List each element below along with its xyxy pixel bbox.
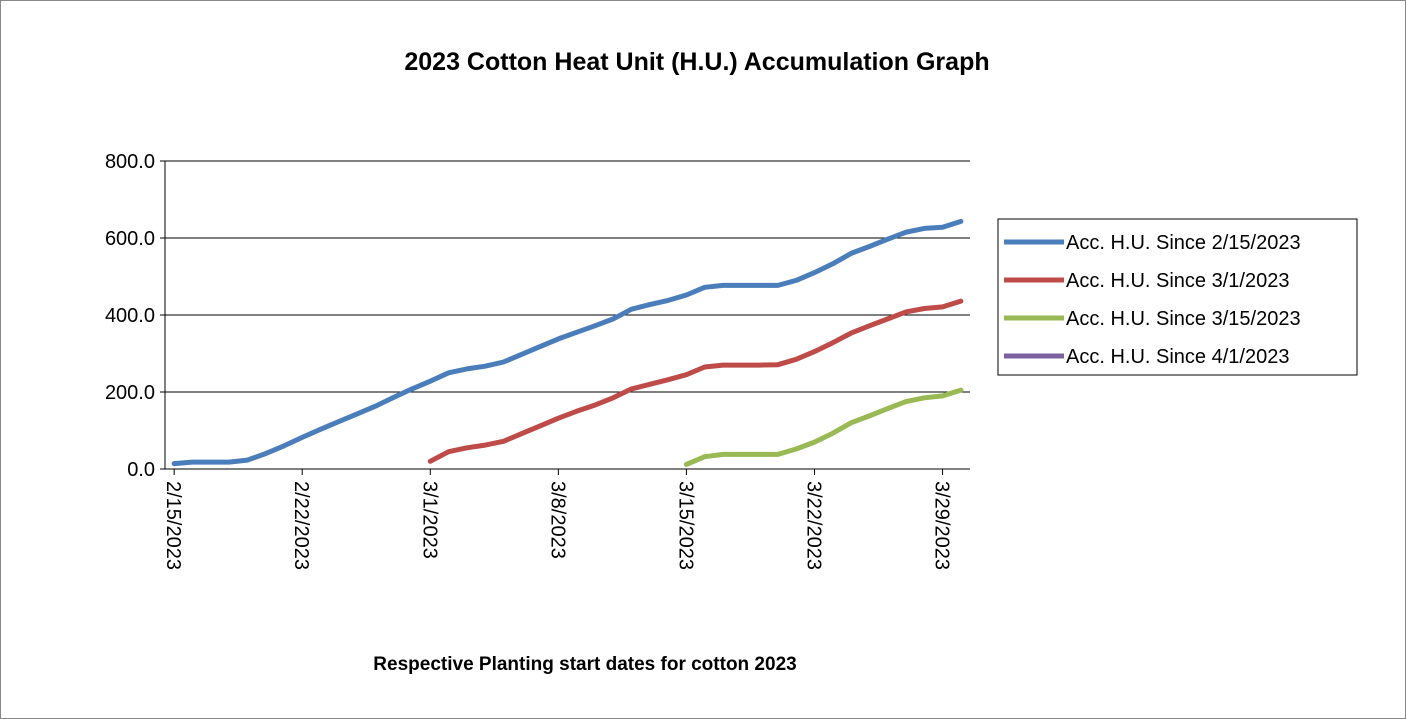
series-line bbox=[171, 218, 964, 467]
x-tick-label: 3/22/2023 bbox=[802, 481, 824, 570]
chart-title: 2023 Cotton Heat Unit (H.U.) Accumulatio… bbox=[404, 48, 989, 76]
series-line bbox=[683, 387, 964, 467]
legend-label: Acc. H.U. Since 3/1/2023 bbox=[1066, 270, 1289, 292]
series-line bbox=[427, 298, 964, 464]
x-tick-label: 2/15/2023 bbox=[162, 481, 184, 570]
y-tick-label: 200.0 bbox=[105, 382, 155, 404]
legend-label: Acc. H.U. Since 3/15/2023 bbox=[1066, 308, 1301, 330]
x-axis-label: Respective Planting start dates for cott… bbox=[373, 654, 796, 675]
legend-box bbox=[997, 218, 1358, 376]
x-tick-label: 3/1/2023 bbox=[418, 481, 440, 559]
x-tick-label: 3/8/2023 bbox=[546, 481, 568, 559]
y-tick-label: 400.0 bbox=[105, 305, 155, 327]
y-tick-label: 0.0 bbox=[127, 459, 155, 481]
y-tick-label: 800.0 bbox=[105, 151, 155, 173]
x-tick-label: 2/22/2023 bbox=[290, 481, 312, 570]
y-tick-label: 600.0 bbox=[105, 228, 155, 250]
x-tick-label: 3/29/2023 bbox=[931, 481, 953, 570]
legend-label: Acc. H.U. Since 2/15/2023 bbox=[1066, 232, 1301, 254]
legend-label: Acc. H.U. Since 4/1/2023 bbox=[1066, 346, 1289, 368]
x-tick-label: 3/15/2023 bbox=[674, 481, 696, 570]
